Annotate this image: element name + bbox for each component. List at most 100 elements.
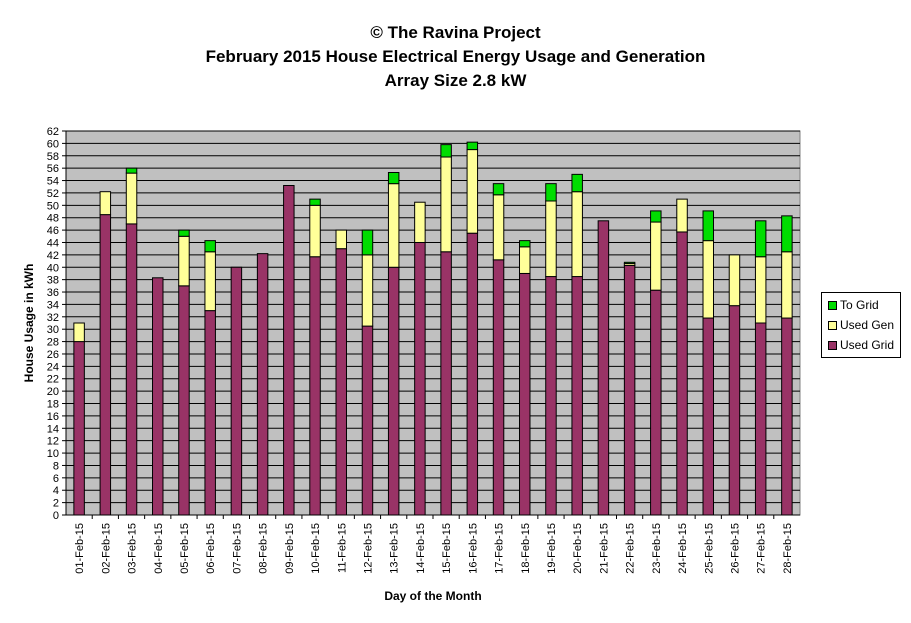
bar-segment-used-gen (466, 149, 479, 234)
x-axis-label: Day of the Month (384, 589, 481, 603)
bar-segment-used-grid (623, 264, 636, 516)
bar-segment-used-gen (754, 256, 767, 324)
y-tick-label: 24 (47, 361, 59, 373)
bar-segment-used-gen (440, 156, 452, 253)
bar-segment-used-grid (125, 223, 138, 516)
y-tick-label: 6 (53, 473, 59, 485)
x-tick-label: 07-Feb-15 (231, 523, 243, 574)
y-tick-label: 16 (47, 411, 59, 423)
y-tick-label: 54 (47, 176, 59, 188)
x-tick-label: 10-Feb-15 (310, 523, 322, 574)
bar-segment-used-grid (650, 289, 662, 516)
legend-label: Used Gen (840, 318, 895, 332)
y-tick-label: 60 (47, 138, 59, 150)
y-tick-label: 22 (47, 374, 59, 386)
bar-segment-used-grid (152, 277, 164, 516)
bar-segment-used-grid (545, 276, 557, 516)
y-tick-label: 14 (47, 423, 59, 435)
x-tick-label: 11-Feb-15 (336, 523, 348, 573)
bar-segment-to-grid (204, 240, 216, 253)
legend-label: To Grid (840, 298, 879, 312)
bar-segment-used-grid (519, 272, 531, 516)
y-axis-label: House Usage in kWh (22, 264, 36, 383)
bar-segment-used-gen (178, 235, 190, 287)
y-tick-label: 18 (47, 399, 59, 411)
bar-segment-to-grid (623, 261, 636, 265)
x-tick-label: 02-Feb-15 (100, 523, 112, 574)
bar-segment-used-gen (99, 191, 112, 216)
legend-swatch-used-gen (828, 321, 837, 330)
bar-segment-used-grid (256, 253, 269, 516)
bar-segment-used-grid (781, 317, 793, 516)
bar-segment-used-grid (178, 285, 190, 516)
y-tick-label: 40 (47, 262, 59, 274)
legend: To Grid Used Gen Used Grid (821, 292, 901, 358)
bar-segment-used-gen (781, 251, 793, 319)
bar-segment-to-grid (178, 229, 190, 237)
x-tick-label: 03-Feb-15 (127, 523, 139, 574)
bar-segment-to-grid (387, 171, 400, 185)
bar-segment-used-gen (702, 240, 714, 319)
bar-segment-used-gen (650, 221, 662, 291)
x-tick-label: 04-Feb-15 (153, 523, 165, 574)
bar-segment-used-grid (492, 259, 505, 516)
bar-segment-to-grid (519, 240, 531, 248)
y-tick-label: 10 (47, 448, 59, 460)
bar-segment-used-grid (597, 220, 610, 516)
bar-segment-used-gen (492, 194, 505, 261)
y-tick-label: 2 (53, 498, 59, 510)
bar-segment-used-grid (283, 185, 295, 516)
bar-segment-used-grid (387, 266, 400, 516)
y-tick-label: 50 (47, 200, 59, 212)
bar-segment-used-grid (440, 251, 452, 516)
bar-segment-to-grid (545, 183, 557, 202)
y-axis-ticks: 0246810121416182022242628303234363840424… (47, 126, 67, 522)
y-tick-label: 58 (47, 151, 59, 163)
bar-segment-used-grid (702, 317, 714, 516)
y-tick-label: 32 (47, 312, 59, 324)
x-tick-label: 21-Feb-15 (598, 523, 610, 574)
y-tick-label: 56 (47, 163, 59, 175)
bar-segment-used-gen (414, 201, 426, 243)
bar-segment-used-gen (335, 229, 347, 250)
bar-segment-used-grid (73, 341, 85, 516)
x-tick-label: 14-Feb-15 (415, 523, 427, 574)
x-tick-label: 16-Feb-15 (467, 523, 479, 574)
x-tick-label: 12-Feb-15 (362, 523, 374, 574)
x-tick-label: 23-Feb-15 (651, 523, 663, 574)
bar-segment-used-gen (571, 191, 583, 278)
chart-title-line-3: Array Size 2.8 kW (384, 71, 527, 90)
bar-segment-to-grid (571, 173, 583, 193)
bar-segment-to-grid (702, 210, 714, 242)
plot-area (65, 130, 801, 516)
x-tick-label: 28-Feb-15 (782, 523, 794, 574)
chart-title-line-1: © The Ravina Project (370, 23, 541, 42)
bar-segment-used-gen (676, 198, 688, 233)
bar-segment-used-grid (361, 325, 374, 516)
bar-segment-to-grid (650, 210, 662, 223)
x-tick-label: 24-Feb-15 (677, 523, 689, 574)
y-tick-label: 12 (47, 436, 59, 448)
bar-segment-used-grid (204, 310, 216, 516)
y-tick-label: 38 (47, 275, 59, 287)
x-tick-label: 20-Feb-15 (572, 523, 584, 574)
x-tick-label: 17-Feb-15 (494, 523, 506, 574)
legend-swatch-to-grid (828, 301, 837, 310)
chart-title-line-2: February 2015 House Electrical Energy Us… (205, 47, 706, 66)
legend-swatch-used-grid (828, 341, 837, 350)
bar-segment-to-grid (125, 167, 138, 174)
bar-segment-to-grid (309, 198, 321, 206)
bar-segment-used-gen (361, 254, 374, 327)
bar-segment-used-grid (99, 214, 112, 516)
bar-segment-used-grid (230, 266, 243, 516)
bar-segment-used-gen (545, 200, 557, 278)
x-tick-label: 13-Feb-15 (389, 523, 401, 574)
x-tick-label: 15-Feb-15 (441, 523, 453, 574)
x-tick-label: 25-Feb-15 (703, 523, 715, 574)
bar-segment-used-gen (387, 183, 400, 268)
bar-segment-to-grid (361, 229, 374, 256)
x-tick-label: 01-Feb-15 (74, 523, 86, 574)
y-tick-label: 28 (47, 337, 59, 349)
y-tick-label: 4 (53, 485, 59, 497)
y-tick-label: 52 (47, 188, 59, 200)
